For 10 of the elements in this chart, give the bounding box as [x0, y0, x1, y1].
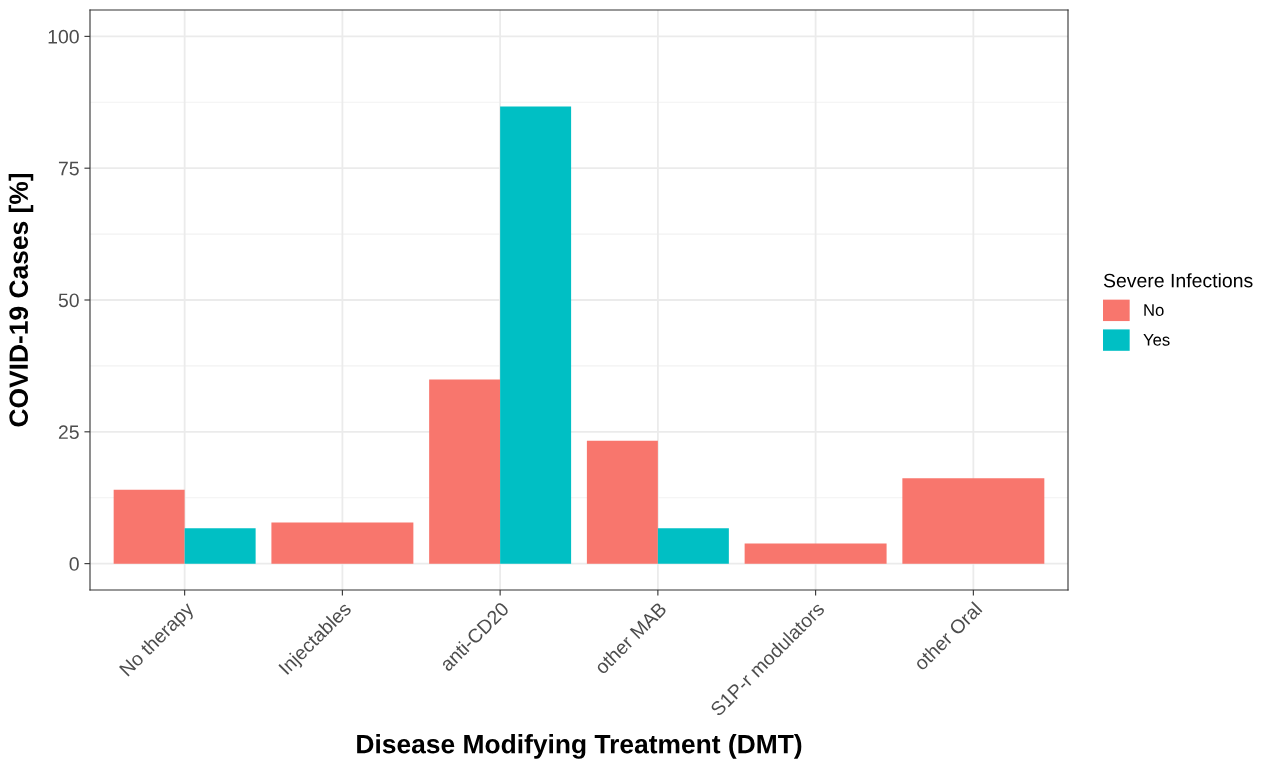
y-tick-label: 25	[58, 425, 79, 440]
y-axis-title: COVID-19 Cases [%]	[8, 173, 34, 427]
x-axis-title: Disease Modifying Treatment (DMT)	[357, 734, 802, 759]
y-tick-label: 75	[58, 161, 79, 176]
y-tick-label: 0	[69, 557, 79, 571]
legend-title: Severe Infections	[1103, 273, 1253, 288]
legend-label: Yes	[1143, 334, 1170, 346]
legend-label: No	[1144, 304, 1164, 316]
y-tick-label: 100	[48, 29, 79, 44]
y-tick-label: 50	[58, 293, 79, 308]
